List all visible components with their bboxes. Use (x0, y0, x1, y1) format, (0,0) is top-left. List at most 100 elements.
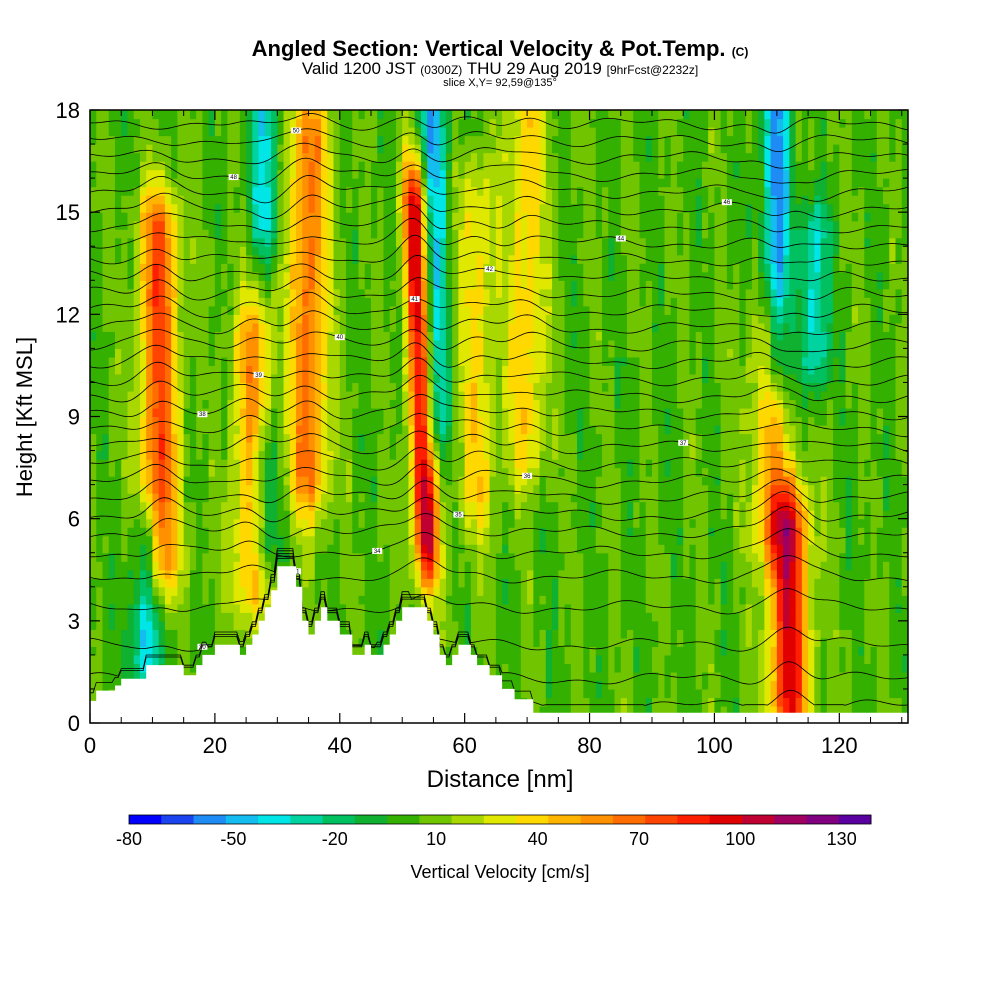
heat-cell (127, 322, 135, 332)
heat-cell (339, 518, 347, 528)
heat-cell (239, 561, 247, 571)
heat-cell (146, 144, 154, 154)
heat-cell (414, 467, 422, 477)
heat-cell (395, 561, 403, 571)
heat-cell (483, 416, 491, 426)
heat-cell (289, 161, 297, 171)
heat-cell (90, 195, 97, 205)
heat-cell (277, 169, 285, 179)
heat-cell (264, 127, 272, 137)
heat-cell (502, 544, 509, 554)
heat-cell (158, 612, 166, 622)
heat-cell (196, 646, 203, 656)
heat-cell (289, 280, 297, 290)
heat-cell (495, 399, 503, 409)
heat-cell (164, 510, 172, 520)
heat-cell (458, 603, 466, 613)
heat-cell (327, 612, 335, 622)
heat-cell (121, 161, 129, 171)
heat-cell (133, 246, 141, 256)
heat-cell (246, 212, 253, 222)
heat-cell (383, 229, 391, 239)
heat-cell (202, 203, 210, 213)
heat-cell (189, 416, 197, 426)
heat-cell (458, 561, 466, 571)
heat-cell (483, 348, 491, 358)
heat-cell (214, 331, 222, 341)
heat-cell (158, 399, 166, 409)
heat-cell (252, 442, 260, 452)
heat-cell (477, 161, 484, 171)
heat-cell (364, 220, 372, 230)
heat-cell (171, 339, 179, 349)
heat-cell (458, 144, 466, 154)
heat-cell (483, 127, 491, 137)
heat-cell (383, 399, 391, 409)
heat-cell (383, 578, 391, 588)
heat-cell (508, 254, 516, 264)
heat-cell (395, 280, 403, 290)
heat-cell (114, 433, 122, 443)
heat-cell (489, 586, 497, 596)
heat-cell (364, 280, 372, 290)
heat-cell (221, 246, 228, 256)
heat-cell (395, 416, 403, 426)
heat-cell (427, 110, 435, 120)
heat-cell (239, 280, 247, 290)
heat-cell (239, 390, 247, 401)
heat-cell (502, 373, 509, 384)
heat-cell (221, 229, 228, 239)
heat-cell (277, 305, 285, 315)
heat-cell (258, 297, 266, 307)
heat-cell (452, 629, 460, 639)
heat-cell (514, 654, 522, 664)
heat-cell (283, 382, 291, 392)
heat-cell (433, 237, 441, 247)
heat-cell (445, 127, 453, 137)
heat-cell (389, 229, 397, 239)
heat-cell (502, 425, 509, 435)
heat-cell (370, 339, 378, 349)
heat-cell (133, 339, 141, 349)
heat-cell (264, 212, 272, 222)
heat-cell (271, 322, 278, 332)
heat-cell (127, 127, 135, 137)
heat-cell (302, 510, 310, 520)
heat-cell (239, 118, 247, 128)
heat-cell (420, 203, 428, 213)
heat-cell (377, 144, 385, 154)
heat-cell (283, 493, 291, 503)
heat-cell (495, 263, 503, 273)
heat-cell (208, 135, 216, 145)
heat-cell (420, 416, 428, 426)
heat-cell (102, 629, 110, 639)
heat-cell (495, 356, 503, 367)
heat-cell (164, 476, 172, 486)
heat-cell (377, 552, 385, 562)
heat-cell (196, 518, 203, 528)
heat-cell (133, 229, 141, 239)
heat-cell (96, 331, 104, 341)
heat-cell (202, 518, 210, 528)
heat-cell (102, 356, 110, 367)
heat-cell (246, 467, 253, 477)
heat-cell (308, 450, 316, 460)
heat-cell (445, 212, 453, 222)
heat-cell (164, 603, 172, 613)
heat-cell (246, 254, 253, 264)
heat-cell (327, 144, 335, 154)
heat-cell (208, 382, 216, 392)
heat-cell (321, 212, 328, 222)
heat-cell (239, 569, 247, 579)
heat-cell (258, 144, 266, 154)
heat-cell (502, 314, 509, 324)
heat-cell (208, 322, 216, 332)
heat-cell (314, 450, 322, 460)
heat-cell (90, 544, 97, 554)
heat-cell (96, 339, 104, 349)
heat-cell (364, 416, 372, 426)
heat-cell (177, 416, 185, 426)
heat-cell (227, 527, 235, 537)
heat-cell (327, 169, 335, 179)
heat-cell (433, 552, 441, 562)
